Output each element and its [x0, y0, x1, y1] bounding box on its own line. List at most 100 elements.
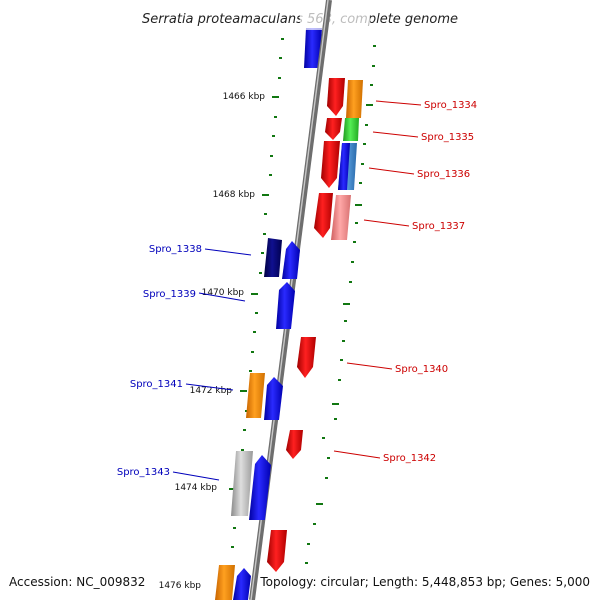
- ruler-tick: [349, 281, 352, 283]
- gene-arrow-spro-1338-navy[interactable]: [264, 238, 282, 277]
- ruler-tick: [241, 449, 244, 451]
- ruler-tick: [338, 379, 341, 381]
- ruler-tick: [325, 477, 328, 479]
- gene-arrow-bottom-orange[interactable]: [215, 565, 235, 600]
- gene-arrow-spro-1337-pink[interactable]: [331, 195, 351, 240]
- topology-text: Topology: circular; Length: 5,448,853 bp…: [259, 575, 590, 589]
- ruler-tick: [307, 543, 310, 545]
- ruler-tick: [279, 57, 282, 59]
- gene-arrow-spro-1336-red[interactable]: [321, 141, 340, 188]
- ruler-tick: [240, 390, 247, 392]
- leader-line: [375, 100, 422, 106]
- ruler-tick: [259, 272, 262, 274]
- ruler-tick: [274, 116, 277, 118]
- ruler-tick: [316, 503, 323, 505]
- ruler-tick: [363, 143, 366, 145]
- ruler-tick: [359, 182, 362, 184]
- ruler-tick: [245, 410, 248, 412]
- gene-arrow-spro-1334-orange[interactable]: [346, 80, 363, 118]
- gene-arrow-spro-1335-green[interactable]: [343, 118, 359, 141]
- gene-arrow-spro-1341-blue[interactable]: [264, 377, 283, 420]
- ruler-tick: [233, 527, 236, 529]
- ruler-tick: [373, 45, 376, 47]
- ruler-tick: [313, 523, 316, 525]
- gene-label-spro-1334[interactable]: Spro_1334: [424, 100, 477, 111]
- gene-label-spro-1341[interactable]: Spro_1341: [130, 379, 183, 390]
- kbp-label: 1470 kbp: [202, 288, 245, 298]
- leader-line: [198, 292, 246, 302]
- ruler-tick: [278, 77, 281, 79]
- ruler-tick: [255, 312, 258, 314]
- leader-line: [172, 471, 220, 481]
- gene-arrow-spro-1341-orange[interactable]: [246, 373, 265, 418]
- ruler-tick: [281, 38, 284, 40]
- ruler-tick: [353, 241, 356, 243]
- ruler-tick: [261, 252, 264, 254]
- gene-label-spro-1336[interactable]: Spro_1336: [417, 169, 470, 180]
- gene-label-spro-1343[interactable]: Spro_1343: [117, 467, 170, 478]
- gene-label-spro-1342[interactable]: Spro_1342: [383, 453, 436, 464]
- accession-text: Accession: NC_009832: [9, 575, 145, 589]
- gene-arrow-spro-1334-red[interactable]: [327, 78, 345, 116]
- leader-line: [368, 167, 415, 175]
- ruler-tick: [372, 65, 375, 67]
- leader-line: [204, 248, 252, 256]
- ruler-tick: [272, 96, 279, 98]
- ruler-tick: [249, 370, 252, 372]
- leader-line: [185, 383, 234, 391]
- ruler-tick: [264, 213, 267, 215]
- ruler-tick: [262, 194, 269, 196]
- gene-label-spro-1339[interactable]: Spro_1339: [143, 289, 196, 300]
- ruler-tick: [269, 174, 272, 176]
- gene-arrow-spro-1342[interactable]: [286, 430, 303, 459]
- leader-lines-right: [333, 100, 422, 459]
- ruler-tick: [344, 320, 347, 322]
- gene-arrow[interactable]: [304, 28, 322, 68]
- gene-label-spro-1338[interactable]: Spro_1338: [149, 244, 202, 255]
- ruler-tick: [355, 204, 362, 206]
- kbp-label: 1472 kbp: [190, 386, 233, 396]
- ruler-tick: [322, 437, 325, 439]
- gene-label-spro-1337[interactable]: Spro_1337: [412, 221, 465, 232]
- ruler-tick: [351, 261, 354, 263]
- leader-line: [372, 131, 419, 138]
- leader-line: [333, 450, 381, 459]
- gene-label-spro-1335[interactable]: Spro_1335: [421, 132, 474, 143]
- ruler-tick: [361, 163, 364, 165]
- kbp-label: 1474 kbp: [175, 483, 218, 493]
- gene-arrow-spro-1340[interactable]: [297, 337, 316, 378]
- gene-arrow-bottom-blue[interactable]: [233, 568, 251, 600]
- gene-arrow-spro-1336-blue[interactable]: [338, 143, 350, 190]
- leader-line: [363, 219, 410, 227]
- ruler-tick: [243, 429, 246, 431]
- ruler-tick: [342, 340, 345, 342]
- gene-arrow-bottom-red[interactable]: [267, 530, 287, 572]
- gene-arrow-spro-1335-red[interactable]: [325, 118, 342, 140]
- leader-lines-left: [172, 248, 252, 481]
- gene-arrow-spro-1339[interactable]: [276, 282, 295, 329]
- ruler-tick: [366, 104, 373, 106]
- ruler-tick: [334, 418, 337, 420]
- title-backdrop: [300, 8, 370, 30]
- ruler-tick: [251, 293, 258, 295]
- gene-arrow-spro-1343-gray[interactable]: [231, 451, 253, 516]
- ruler-tick: [365, 124, 368, 126]
- gene-arrow-spro-1338-blue[interactable]: [282, 241, 300, 279]
- outer-ruler: [305, 45, 376, 564]
- ruler-tick: [272, 135, 275, 137]
- gene-label-spro-1340[interactable]: Spro_1340: [395, 364, 448, 375]
- ruler-tick: [343, 303, 350, 305]
- ruler-tick: [263, 233, 266, 235]
- ruler-tick: [231, 546, 234, 548]
- leader-line: [346, 362, 393, 370]
- ruler-tick: [327, 457, 330, 459]
- ruler-tick: [251, 351, 254, 353]
- ruler-tick: [370, 84, 373, 86]
- gene-arrow-spro-1343-blue[interactable]: [249, 455, 271, 520]
- gene-arrow-spro-1337-red[interactable]: [314, 193, 333, 238]
- kbp-label: 1476 kbp: [159, 581, 202, 591]
- kbp-label: 1468 kbp: [213, 190, 256, 200]
- ruler-tick: [305, 562, 308, 564]
- ruler-tick: [332, 403, 339, 405]
